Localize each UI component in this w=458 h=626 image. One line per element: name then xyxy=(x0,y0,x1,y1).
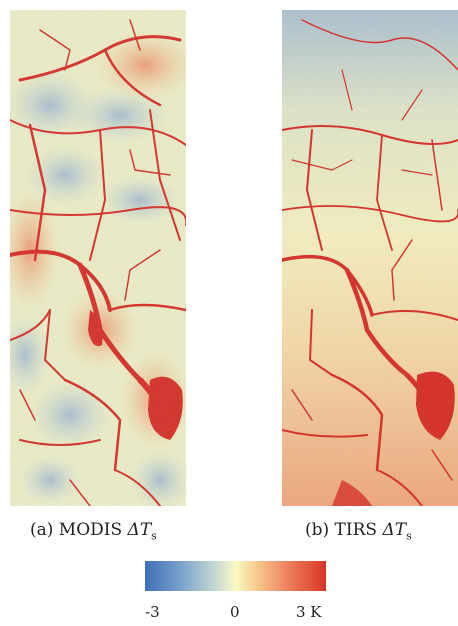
tirs-map-image xyxy=(282,10,458,506)
tirs-caption-symbol: ΔT xyxy=(382,520,407,540)
tirs-caption: (b) TIRS ΔTs xyxy=(305,520,412,542)
colorbar-min-label: -3 xyxy=(145,603,160,621)
tirs-caption-sub: s xyxy=(406,529,412,543)
modis-map-image xyxy=(10,10,186,506)
tirs-map-panel xyxy=(282,10,458,506)
modis-map-panel xyxy=(10,10,186,506)
colorbar-mid-label: 0 xyxy=(230,603,240,621)
modis-caption-symbol: ΔT xyxy=(127,520,152,540)
modis-caption: (a) MODIS ΔTs xyxy=(30,520,157,542)
colorbar xyxy=(145,561,326,591)
colorbar-max-label: 3 K xyxy=(296,603,322,621)
tirs-caption-prefix: (b) TIRS xyxy=(305,520,383,540)
modis-caption-prefix: (a) MODIS xyxy=(30,520,128,540)
modis-caption-sub: s xyxy=(151,529,157,543)
